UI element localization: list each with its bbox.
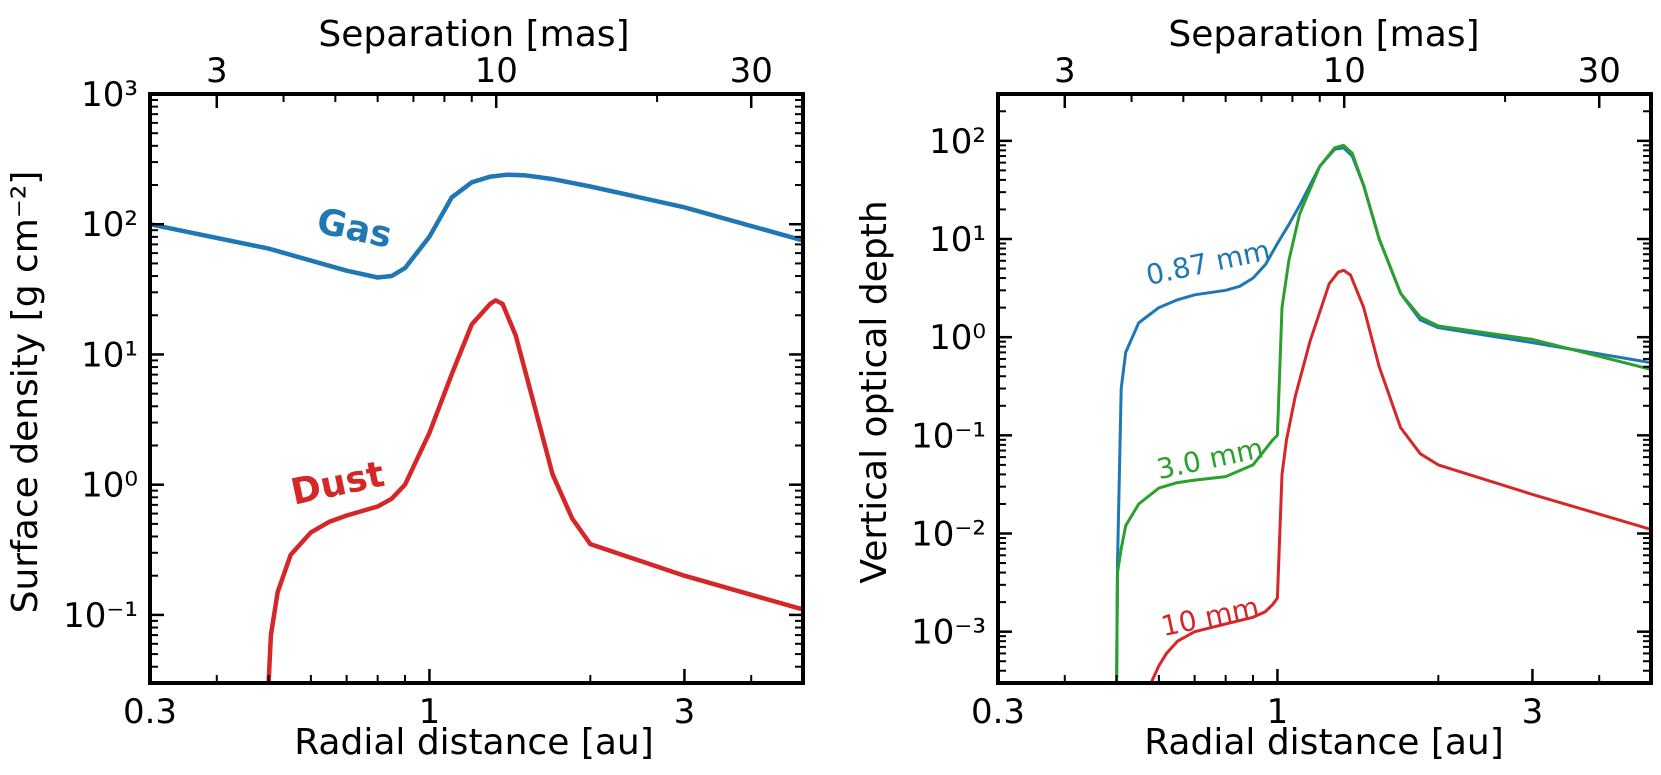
right-x-tick-label: 0.3 — [971, 692, 1025, 732]
right-x-axis-label: Radial distance [au] — [1144, 722, 1504, 763]
right-x-tick-label: 1 — [1267, 692, 1289, 732]
left-y-tick-label: 10³ — [81, 75, 138, 115]
label-10-mm: 10 mm — [1158, 590, 1262, 643]
left-plot-frame — [148, 92, 805, 685]
right-top-tick-label: 30 — [1578, 51, 1621, 91]
right-series-3.0-mm — [1115, 143, 1651, 683]
left-series-dust — [266, 298, 803, 683]
right-top-axis-label: Separation [mas] — [1168, 14, 1479, 55]
left-x-tick-label: 3 — [674, 692, 696, 732]
right-top-tick-label: 10 — [1323, 51, 1366, 91]
left-y-tick-label: 10² — [81, 205, 138, 245]
right-y-tick-label: 10⁻² — [911, 515, 986, 555]
right-y-tick-label: 10⁻³ — [911, 613, 986, 653]
right-y-tick-label: 10⁰ — [929, 318, 986, 358]
left-x-tick-label: 1 — [419, 692, 441, 732]
left-y-axis-label: Surface density [g cm⁻²] — [5, 171, 46, 614]
right-plot-frame — [996, 92, 1653, 685]
right-top-tick-label: 3 — [1054, 51, 1076, 91]
left-panel-surface-density: Separation [mas] Radial distance [au] Su… — [5, 14, 805, 763]
gas-annotation: Gas — [313, 201, 395, 257]
right-y-tick-label: 10¹ — [929, 220, 986, 260]
right-x-tick-label: 3 — [1522, 692, 1544, 732]
right-y-axis-label: Vertical optical depth — [854, 200, 895, 583]
left-top-axis-label: Separation [mas] — [318, 14, 629, 55]
left-x-tick-label: 0.3 — [123, 692, 177, 732]
left-x-axis-label: Radial distance [au] — [294, 722, 654, 763]
left-top-tick-label: 10 — [475, 51, 518, 91]
label-0.87-mm: 0.87 mm — [1143, 233, 1273, 291]
left-top-tick-label: 30 — [730, 51, 773, 91]
right-y-tick-label: 10² — [929, 122, 986, 162]
right-panel-optical-depth: Separation [mas] Radial distance [au] Ve… — [854, 14, 1653, 763]
left-y-tick-label: 10⁻¹ — [63, 596, 138, 636]
right-y-tick-label: 10⁻¹ — [911, 416, 986, 456]
dust-annotation: Dust — [287, 454, 388, 514]
left-y-tick-label: 10⁰ — [81, 466, 138, 506]
left-top-tick-label: 3 — [206, 51, 228, 91]
left-series-gas — [150, 172, 803, 280]
left-y-tick-label: 10¹ — [81, 335, 138, 375]
right-series-10-mm — [1149, 268, 1651, 683]
